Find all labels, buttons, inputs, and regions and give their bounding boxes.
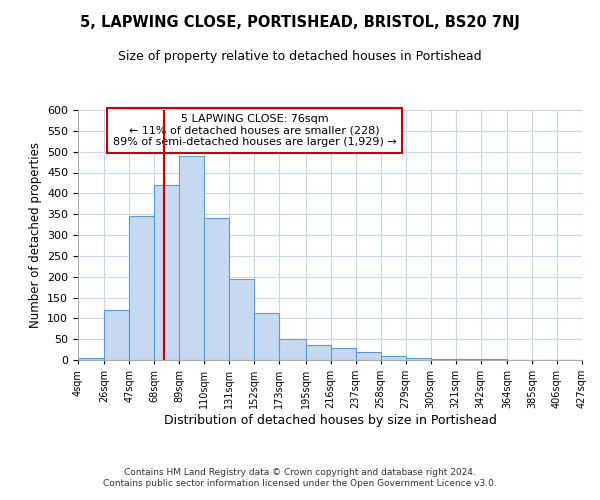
Bar xyxy=(331,348,356,360)
Bar xyxy=(380,356,406,360)
Bar xyxy=(481,359,507,360)
Bar xyxy=(129,216,154,360)
Bar xyxy=(356,352,380,360)
Bar xyxy=(280,339,305,360)
Bar xyxy=(78,358,104,360)
Bar xyxy=(254,314,280,360)
Bar xyxy=(456,359,481,360)
Bar xyxy=(431,359,456,360)
Text: Size of property relative to detached houses in Portishead: Size of property relative to detached ho… xyxy=(118,50,482,63)
Bar xyxy=(406,358,431,360)
Bar xyxy=(154,185,179,360)
Y-axis label: Number of detached properties: Number of detached properties xyxy=(29,142,41,328)
X-axis label: Distribution of detached houses by size in Portishead: Distribution of detached houses by size … xyxy=(164,414,496,427)
Text: 5, LAPWING CLOSE, PORTISHEAD, BRISTOL, BS20 7NJ: 5, LAPWING CLOSE, PORTISHEAD, BRISTOL, B… xyxy=(80,15,520,30)
Text: 5 LAPWING CLOSE: 76sqm
← 11% of detached houses are smaller (228)
89% of semi-de: 5 LAPWING CLOSE: 76sqm ← 11% of detached… xyxy=(113,114,396,147)
Bar xyxy=(305,346,331,360)
Bar xyxy=(104,310,129,360)
Bar xyxy=(229,279,254,360)
Text: Contains HM Land Registry data © Crown copyright and database right 2024.
Contai: Contains HM Land Registry data © Crown c… xyxy=(103,468,497,487)
Bar xyxy=(204,218,229,360)
Bar xyxy=(179,156,204,360)
